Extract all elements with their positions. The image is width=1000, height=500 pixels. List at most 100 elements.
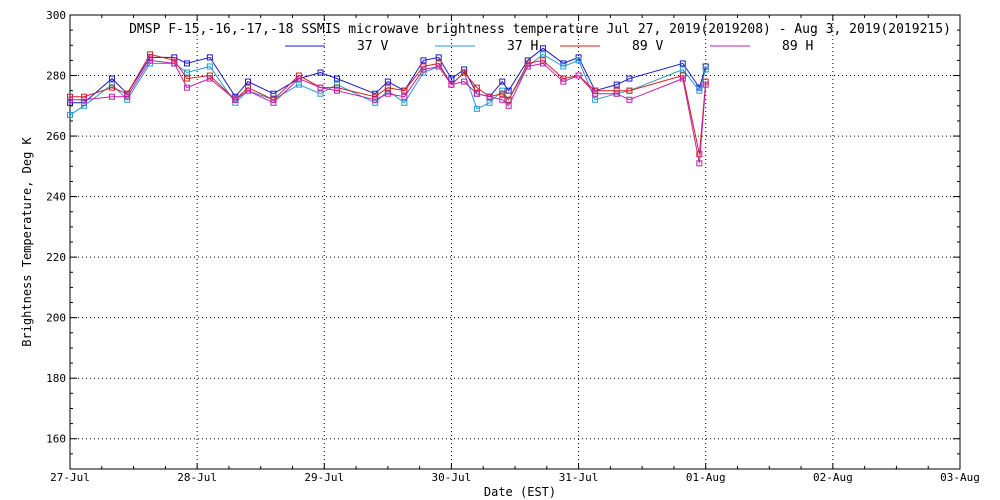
x-tick-label: 31-Jul xyxy=(559,471,599,484)
data-point xyxy=(539,60,546,67)
data-point xyxy=(473,84,480,91)
data-point xyxy=(461,69,468,76)
data-point xyxy=(147,57,154,64)
axis-ticks: 27-Jul 28-Jul 29-Jul 30-Jul 31-Jul 01-Aug 02-A… xyxy=(46,9,980,484)
data-point xyxy=(613,90,620,97)
data-point xyxy=(626,87,633,94)
data-point xyxy=(372,99,379,106)
y-tick-label: 200 xyxy=(46,312,66,325)
data-point xyxy=(575,72,582,79)
data-point xyxy=(206,63,213,70)
y-axis-title: Brightness Temperature, Deg K xyxy=(20,136,34,346)
data-point xyxy=(171,60,178,67)
data-point xyxy=(560,63,567,70)
data-point xyxy=(80,96,87,103)
legend-label: 89 V xyxy=(632,39,663,54)
data-point xyxy=(401,87,408,94)
data-point xyxy=(679,72,686,79)
data-point xyxy=(183,69,190,76)
x-tick-label: 02-Aug xyxy=(813,471,853,484)
x-tick-label: 30-Jul xyxy=(432,471,472,484)
series-line xyxy=(70,59,707,164)
data-point xyxy=(232,96,239,103)
data-point xyxy=(473,105,480,112)
data-point xyxy=(67,96,73,103)
data-point xyxy=(108,84,115,91)
legend-label: 89 H xyxy=(782,39,813,54)
data-point xyxy=(696,160,703,167)
data-point xyxy=(124,93,131,100)
data-point xyxy=(124,96,131,103)
x-axis-title: Date (EST) xyxy=(484,485,556,499)
grid xyxy=(70,15,960,469)
y-tick-label: 280 xyxy=(46,70,66,83)
x-tick-label: 03-Aug xyxy=(940,471,980,484)
data-point xyxy=(524,60,531,67)
data-point xyxy=(67,111,73,118)
legend: 37 V 37 H 89 V 89 H xyxy=(285,39,813,54)
series-line xyxy=(69,53,707,116)
y-tick-label: 240 xyxy=(46,191,66,204)
data-point xyxy=(560,78,567,85)
data-point xyxy=(108,75,115,82)
data-point xyxy=(206,54,213,61)
data-point xyxy=(183,60,190,67)
data-point xyxy=(702,81,709,88)
data-point xyxy=(295,81,302,88)
y-tick-label: 260 xyxy=(46,130,66,143)
data-point xyxy=(702,63,709,70)
series-89-h xyxy=(67,57,709,167)
data-point xyxy=(702,66,709,73)
data-point xyxy=(435,60,442,67)
legend-label: 37 V xyxy=(357,39,388,54)
data-point xyxy=(401,93,408,100)
data-point xyxy=(435,54,442,61)
x-tick-label: 29-Jul xyxy=(304,471,344,484)
data-point xyxy=(372,96,379,103)
chart-title: DMSP F-15,-16,-17,-18 SSMIS microwave br… xyxy=(129,22,951,37)
data-point xyxy=(448,75,455,82)
data-point xyxy=(334,87,340,94)
series-line xyxy=(70,47,707,104)
data-point xyxy=(384,90,391,97)
data-point xyxy=(171,54,178,61)
data-point xyxy=(499,90,506,97)
data-point xyxy=(499,87,506,94)
y-tick-label: 300 xyxy=(46,9,66,22)
data-point xyxy=(486,93,493,100)
data-point xyxy=(295,75,302,82)
data-point xyxy=(183,75,190,82)
data-point xyxy=(626,96,633,103)
data-point xyxy=(575,57,582,64)
series-37-v xyxy=(67,45,709,106)
data-point xyxy=(384,84,391,91)
data-point xyxy=(592,90,599,97)
data-point xyxy=(539,51,546,58)
data-point xyxy=(499,78,506,85)
data-point xyxy=(499,96,506,103)
data-point xyxy=(702,78,709,85)
data-point xyxy=(270,90,277,97)
data-point xyxy=(473,90,480,97)
data-point xyxy=(245,87,251,94)
data-point xyxy=(67,99,73,106)
data-point xyxy=(613,87,620,94)
data-point xyxy=(206,75,213,82)
data-point xyxy=(147,51,154,58)
data-point xyxy=(401,99,408,106)
data-point xyxy=(270,99,277,106)
data-point xyxy=(420,57,427,64)
data-point xyxy=(334,75,340,82)
data-point xyxy=(295,72,302,79)
legend-label: 37 H xyxy=(507,39,538,54)
x-tick-label: 01-Aug xyxy=(686,471,726,484)
data-point xyxy=(334,84,340,91)
data-point xyxy=(679,75,686,82)
data-point xyxy=(679,66,686,73)
data-point xyxy=(505,102,512,109)
data-point xyxy=(206,72,213,79)
data-point xyxy=(613,81,620,88)
data-point xyxy=(317,69,324,76)
data-point xyxy=(108,93,115,100)
